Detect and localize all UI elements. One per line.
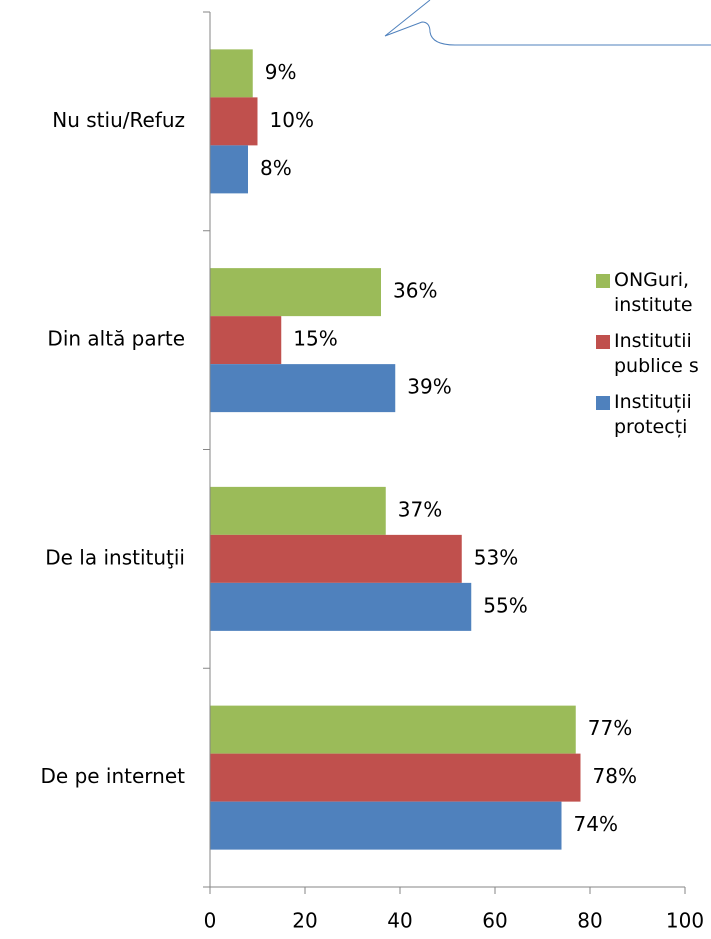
bar bbox=[210, 705, 576, 754]
bar bbox=[210, 145, 248, 194]
legend-label: Instituții protecți bbox=[614, 391, 692, 438]
bar bbox=[210, 364, 396, 413]
x-tick-label: 20 bbox=[292, 909, 317, 933]
category-label: Nu stiu/Refuz bbox=[52, 108, 185, 132]
legend-label: Institutii publice s bbox=[614, 330, 699, 377]
value-label: 15% bbox=[293, 327, 337, 351]
bar bbox=[210, 801, 562, 850]
x-tick-label: 40 bbox=[387, 909, 412, 933]
bar bbox=[210, 753, 581, 802]
x-tick-label: 0 bbox=[204, 909, 217, 933]
callout bbox=[384, 0, 711, 46]
value-label: 36% bbox=[393, 279, 437, 303]
bar bbox=[210, 97, 258, 146]
bar bbox=[210, 49, 253, 98]
value-label: 39% bbox=[407, 375, 451, 399]
value-label: 10% bbox=[270, 108, 314, 132]
legend-swatch bbox=[596, 396, 610, 410]
legend-item: Institutii publice s bbox=[594, 329, 711, 379]
legend-swatch bbox=[596, 274, 610, 288]
bar bbox=[210, 316, 282, 365]
x-tick-label: 100 bbox=[666, 909, 704, 933]
value-label: 55% bbox=[483, 593, 527, 617]
legend-item: ONGuri, institute bbox=[594, 268, 711, 318]
category-label: De la instituţii bbox=[45, 545, 185, 569]
value-label: 8% bbox=[260, 156, 292, 180]
bar bbox=[210, 582, 472, 631]
bar bbox=[210, 486, 386, 535]
value-label: 37% bbox=[398, 497, 442, 521]
bar bbox=[210, 268, 381, 317]
value-label: 78% bbox=[593, 764, 637, 788]
x-tick-label: 60 bbox=[482, 909, 507, 933]
category-label: Din altă parte bbox=[47, 327, 185, 351]
legend-item: Instituții protecți bbox=[594, 390, 711, 440]
legend-swatch bbox=[596, 335, 610, 349]
category-label: De pe internet bbox=[41, 764, 186, 788]
value-label: 53% bbox=[474, 545, 518, 569]
legend: ONGuri, institute Institutii publice s Ins… bbox=[594, 268, 711, 451]
value-label: 74% bbox=[574, 812, 618, 836]
bar bbox=[210, 534, 462, 583]
x-tick-label: 80 bbox=[577, 909, 602, 933]
value-label: 77% bbox=[588, 716, 632, 740]
legend-label: ONGuri, institute bbox=[614, 269, 693, 316]
value-label: 9% bbox=[265, 60, 297, 84]
